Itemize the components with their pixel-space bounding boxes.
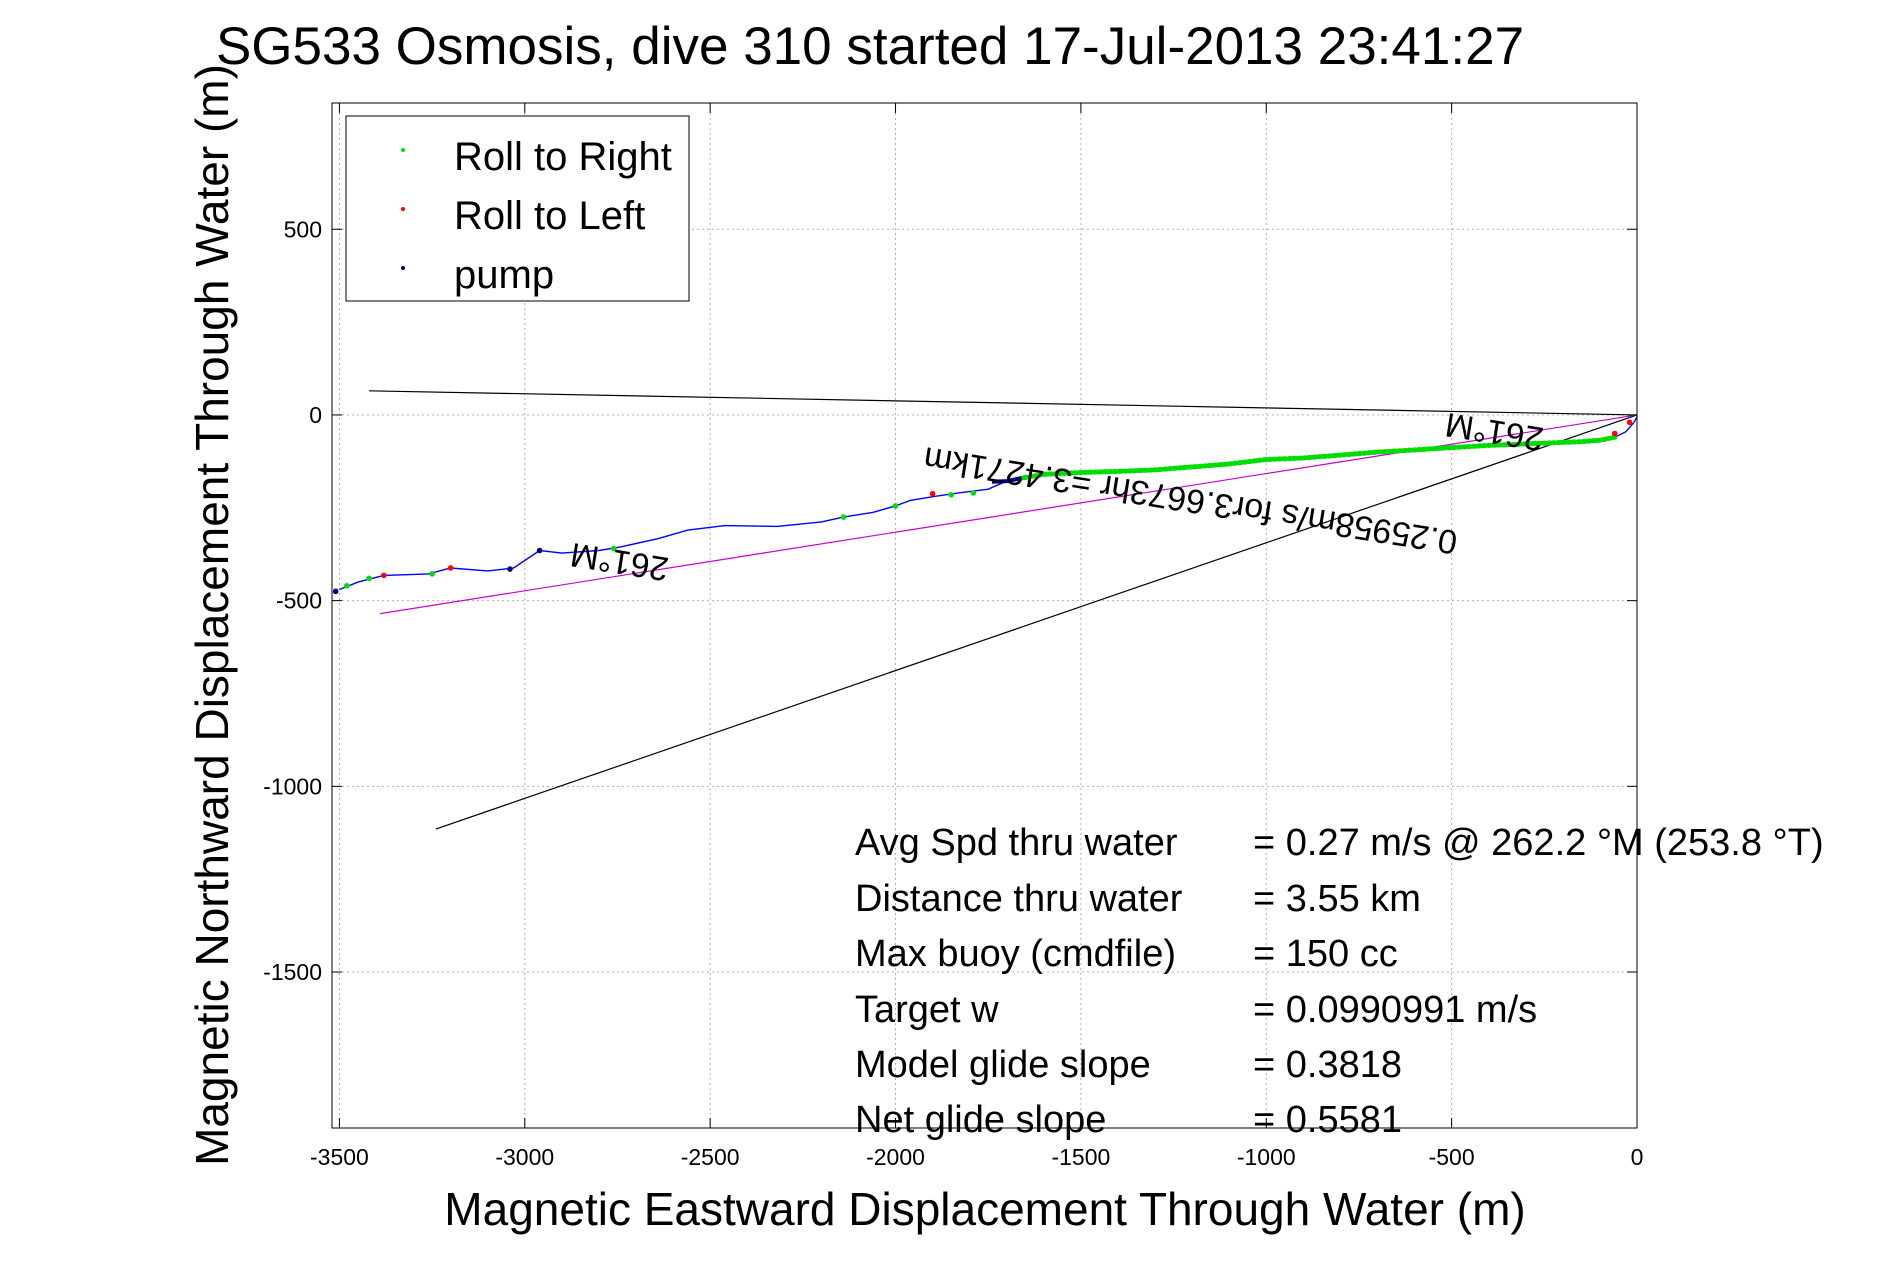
x-tick-label: -2500	[681, 1144, 740, 1170]
roll-left-point	[1611, 430, 1618, 437]
roll-left-point	[447, 565, 454, 571]
pump-point	[536, 547, 543, 554]
y-tick-label: -1000	[263, 773, 322, 799]
y-axis-ticks: 500 0 -500 -1000 -1500	[263, 216, 1637, 985]
roll-right-track-overlay	[1019, 434, 1618, 481]
stat-label-target-w: Target w	[855, 989, 999, 1031]
y-axis-label: Magnetic Northward Displacement Through …	[186, 64, 238, 1166]
legend-marker-pump	[401, 266, 405, 270]
stat-label-model-glide: Model glide slope	[855, 1044, 1151, 1086]
roll-left-point	[1626, 419, 1633, 426]
legend-label-roll-right: Roll to Right	[454, 135, 672, 179]
roll-right-point	[429, 571, 435, 577]
roll-right-point	[366, 575, 372, 582]
y-tick-label: 500	[284, 216, 322, 242]
marker-layer	[332, 419, 1633, 595]
legend: Roll to Right Roll to Left pump	[345, 115, 690, 302]
track-layer	[339, 416, 1638, 591]
roll-right-point	[840, 514, 847, 520]
stat-value-avg-speed: = 0.27 m/s @ 262.2 °M (253.8 °T)	[1253, 822, 1824, 864]
roll-right-point	[610, 545, 617, 552]
stat-value-target-w: = 0.0990991 m/s	[1253, 989, 1537, 1031]
legend-marker-roll-right	[401, 148, 405, 152]
x-axis-ticks: -3500 -3000 -2500 -2000 -1500 -1000 -500 0	[310, 103, 1643, 1170]
stat-value-net-glide: = 0.5581	[1253, 1099, 1402, 1141]
roll-left-point	[929, 490, 936, 497]
pump-track-segment	[991, 476, 1022, 484]
y-tick-label: -1500	[263, 959, 322, 985]
stats-block: Avg Spd thru water = 0.27 m/s @ 262.2 °M…	[855, 822, 1824, 1141]
heading-bound-line	[369, 390, 1638, 416]
x-tick-label: -1500	[1051, 1144, 1110, 1170]
x-axis-label: Magnetic Eastward Displacement Through W…	[444, 1183, 1525, 1235]
roll-right-point	[948, 492, 954, 498]
pump-point	[332, 588, 339, 595]
stat-label-net-glide: Net glide slope	[855, 1099, 1106, 1141]
x-tick-label: -3500	[310, 1144, 369, 1170]
x-tick-label: 0	[1631, 1144, 1644, 1170]
roll-right-point	[892, 503, 899, 509]
x-tick-label: -3000	[495, 1144, 554, 1170]
stat-value-max-buoy: = 150 cc	[1253, 933, 1398, 975]
stat-value-model-glide: = 0.3818	[1253, 1044, 1402, 1086]
pump-point	[507, 566, 513, 572]
legend-label-roll-left: Roll to Left	[454, 194, 645, 238]
plot-frame	[331, 102, 1638, 1129]
x-tick-label: -1000	[1237, 1144, 1296, 1170]
stat-label-max-buoy: Max buoy (cmdfile)	[855, 933, 1176, 975]
y-tick-label: 0	[309, 402, 322, 428]
stat-label-avg-speed: Avg Spd thru water	[855, 822, 1178, 864]
roll-left-point	[381, 572, 387, 579]
chart-title: SG533 Osmosis, dive 310 started 17-Jul-2…	[216, 17, 1524, 76]
stat-value-distance: = 3.55 km	[1253, 878, 1421, 920]
y-tick-label: -500	[276, 588, 322, 614]
roll-right-point	[344, 582, 350, 589]
x-tick-label: -2000	[866, 1144, 925, 1170]
heading-bound-line	[435, 414, 1638, 830]
roll-right-point	[970, 490, 977, 496]
legend-marker-roll-left	[401, 207, 405, 211]
stat-label-distance: Distance thru water	[855, 878, 1183, 920]
x-tick-label: -500	[1429, 1144, 1475, 1170]
legend-label-pump: pump	[454, 253, 554, 297]
